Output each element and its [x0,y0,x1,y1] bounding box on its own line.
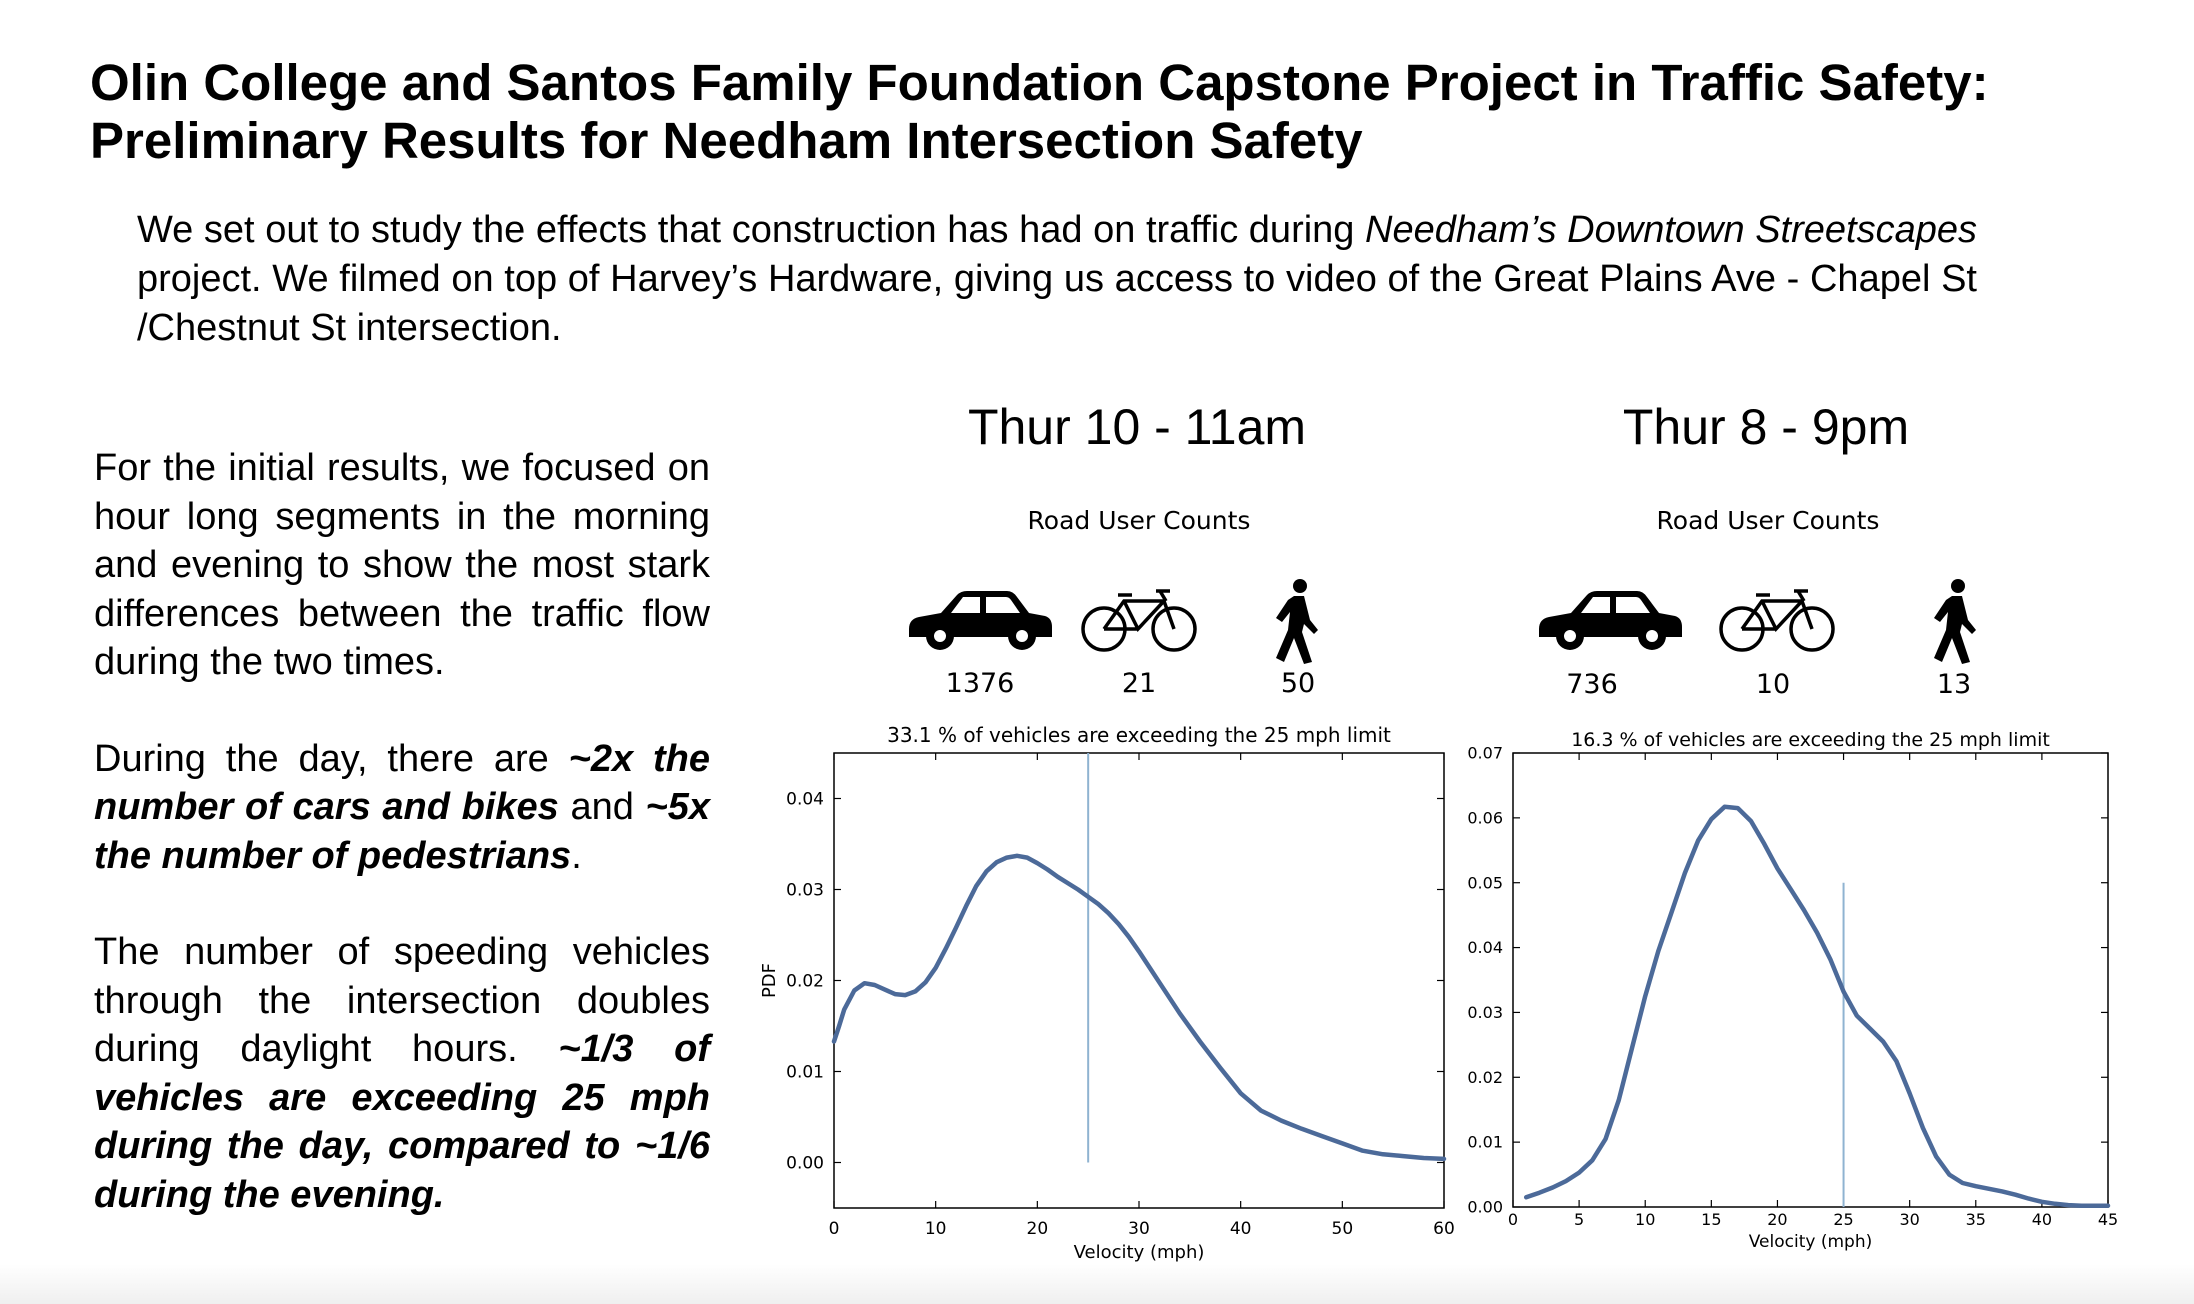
bicycle-icon [1081,589,1197,652]
x-tick-label: 40 [1230,1219,1252,1239]
x-axis-label: Velocity (mph) [1074,1242,1205,1263]
y-tick-label: 0.03 [786,880,824,900]
intro-project-name: Needham’s Downtown Streetscapes [1365,209,1977,251]
pdf-curve [831,853,1447,1162]
x-tick-label: 0 [1508,1210,1518,1229]
y-tick-label: 0.01 [786,1062,824,1082]
pdf-curve [1523,804,2111,1208]
panel-2-time: Thur 8 - 9pm [1622,399,1910,455]
findings-p3-bold: ~1/3 of vehicles are exceeding 25 mph du… [94,1028,710,1216]
panel-2-counts-label: Road User Counts [1656,506,1880,535]
y-tick-label: 0.01 [1467,1133,1503,1152]
chart-title: 33.1 % of vehicles are exceeding the 25 … [887,723,1391,747]
x-tick-label: 40 [2032,1210,2052,1229]
x-tick-label: 20 [1767,1210,1787,1229]
x-tick-label: 35 [1966,1210,1986,1229]
x-tick-label: 30 [1128,1219,1150,1239]
findings-text: For the initial results, we focused on h… [94,444,710,1267]
pedestrian-icon [1276,579,1318,664]
x-tick-label: 0 [829,1219,840,1239]
y-tick-label: 0.07 [1467,744,1503,763]
pedestrian-count: 13 [1936,669,1972,700]
x-tick-label: 15 [1701,1210,1721,1229]
pedestrian-icon [1934,579,1976,664]
findings-paragraph-2: During the day, there are ~2x the number… [94,735,710,881]
y-tick-label: 0.00 [1467,1198,1503,1217]
findings-p2-bold-b: ~5x the number of pedestrians [94,786,710,877]
pedestrian-count: 50 [1280,668,1316,699]
panel-1-counts-label: Road User Counts [1027,506,1251,535]
x-tick-label: 10 [925,1219,947,1239]
car-count: 736 [1566,669,1618,700]
y-tick-label: 0.02 [1467,1068,1503,1087]
x-tick-label: 25 [1833,1210,1853,1229]
car-icon [909,591,1052,650]
findings-p3-text: The number of speeding vehicles through … [94,931,710,1070]
y-tick-label: 0.00 [786,1153,824,1173]
car-count: 1376 [945,668,1015,699]
intro-paragraph: We set out to study the effects that con… [137,206,1977,353]
findings-paragraph-1: For the initial results, we focused on h… [94,447,710,683]
plot-frame [1512,752,2109,1208]
poster-title: Olin College and Santos Family Foundatio… [90,54,2140,170]
findings-p2-text-b: and [558,786,646,828]
y-tick-label: 0.02 [786,971,824,991]
title-line-1: Olin College and Santos Family Foundatio… [90,54,1989,111]
title-line-2: Preliminary Results for Needham Intersec… [90,112,1363,169]
x-tick-label: 10 [1635,1210,1655,1229]
y-tick-label: 0.05 [1467,873,1503,892]
findings-paragraph-3: The number of speeding vehicles through … [94,928,710,1219]
page-bottom-shadow [0,1264,2194,1304]
x-tick-label: 5 [1574,1210,1584,1229]
bike-count: 21 [1121,668,1157,699]
y-tick-label: 0.06 [1467,808,1503,827]
car-icon [1539,591,1682,650]
x-axis-label: Velocity (mph) [1749,1232,1872,1252]
intro-text-2: project. We filmed on top of Harvey’s Ha… [137,258,1977,349]
chart-title: 16.3 % of vehicles are exceeding the 25 … [1571,729,2050,751]
findings-p2-text-a: During the day, there are [94,737,569,780]
x-tick-label: 60 [1433,1219,1455,1239]
x-tick-label: 20 [1027,1219,1049,1239]
y-tick-label: 0.04 [786,789,824,809]
y-axis-label: PDF [759,963,780,998]
x-tick-label: 50 [1332,1219,1354,1239]
x-tick-label: 45 [2098,1210,2118,1229]
findings-p2-bold-a: ~2x the number of cars and bikes [94,737,710,829]
bike-count: 10 [1755,669,1791,700]
intro-text-1: We set out to study the effects that con… [137,209,1366,251]
bicycle-icon [1719,589,1835,652]
y-tick-label: 0.03 [1467,1003,1503,1022]
findings-p2-text-c: . [571,834,582,877]
y-tick-label: 0.04 [1467,938,1503,957]
panel-1-time: Thur 10 - 11am [967,399,1307,455]
x-tick-label: 30 [1899,1210,1919,1229]
